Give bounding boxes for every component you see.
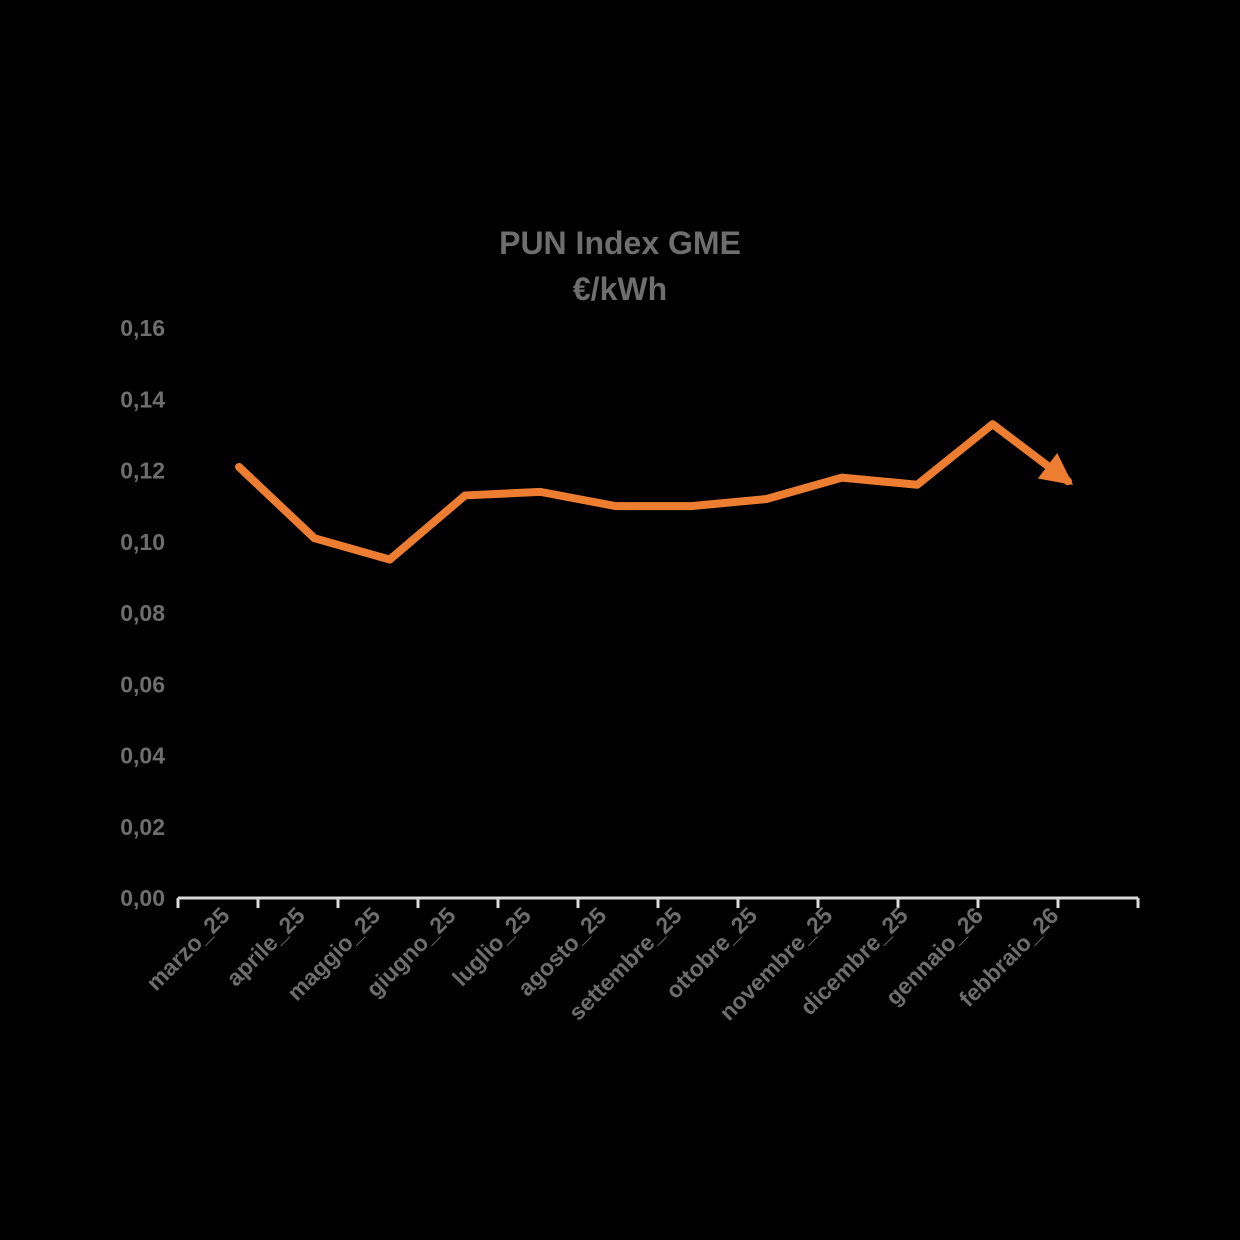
- y-axis-tick-label: 0,02: [120, 814, 165, 840]
- y-axis-tick-label: 0,12: [120, 458, 165, 484]
- x-axis-tick-label: marzo_25: [141, 902, 235, 996]
- y-axis-tick-label: 0,16: [120, 315, 165, 341]
- data-line-series: [235, 420, 1074, 564]
- y-axis-tick-label: 0,06: [120, 671, 165, 697]
- y-axis-tick-label: 0,10: [120, 529, 165, 555]
- y-axis-tick-label: 0,04: [120, 743, 165, 769]
- y-axis-tick-label: 0,08: [120, 600, 165, 626]
- y-axis-tick-label: 0,14: [120, 386, 165, 412]
- y-axis-tick-label: 0,00: [120, 885, 165, 911]
